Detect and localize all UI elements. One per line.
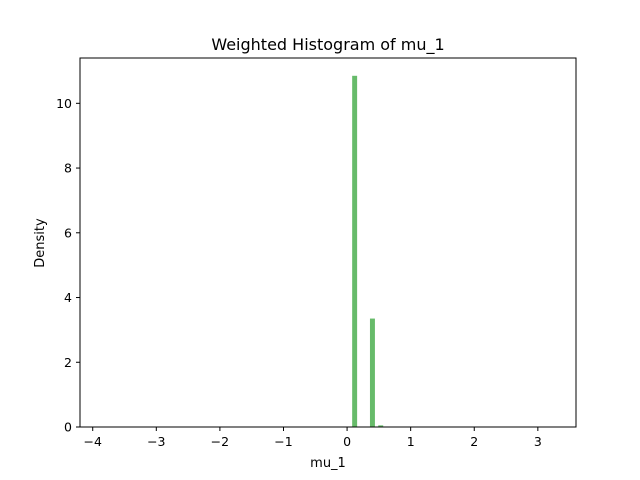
chart-title: Weighted Histogram of mu_1 [211, 35, 444, 55]
histogram-bar [369, 318, 375, 427]
x-tick-label: −2 [211, 434, 229, 449]
x-tick-label: −4 [83, 434, 101, 449]
x-tick-label: −1 [274, 434, 292, 449]
x-tick-label: 2 [470, 434, 478, 449]
x-tick-label: 1 [407, 434, 415, 449]
axes-frame [79, 57, 577, 428]
y-tick-label: 2 [64, 355, 72, 370]
histogram-bar [352, 75, 358, 427]
y-tick-label: 8 [64, 161, 72, 176]
x-axis-label: mu_1 [310, 456, 346, 471]
x-tick-label: −3 [147, 434, 165, 449]
histogram-bar [378, 425, 384, 427]
y-tick-label: 6 [64, 225, 72, 240]
x-tick-label: 0 [343, 434, 351, 449]
x-tick-label: 3 [534, 434, 542, 449]
y-tick-label: 0 [64, 420, 72, 435]
y-tick-label: 10 [56, 96, 72, 111]
plot-area: −4 −3 −2 −1 0 1 2 3 0 2 4 6 8 10 [56, 57, 577, 449]
y-tick-label: 4 [64, 290, 72, 305]
y-axis-label: Density [33, 218, 48, 268]
